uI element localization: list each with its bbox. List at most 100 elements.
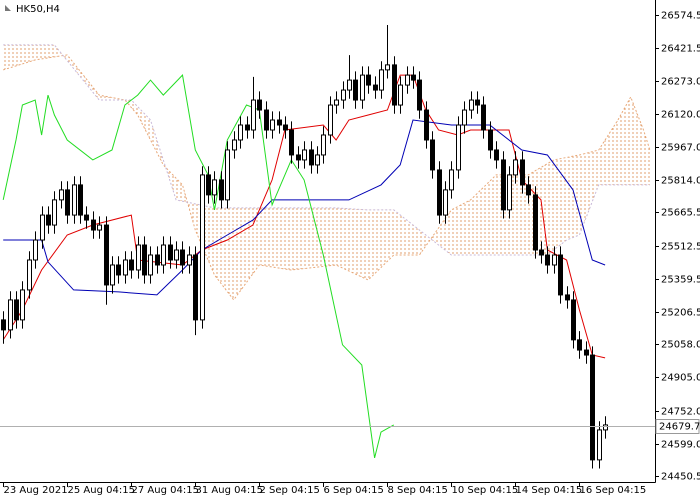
candle-body — [373, 84, 378, 91]
candle-body — [1, 319, 6, 331]
candle-body — [552, 254, 557, 266]
candle-body — [84, 214, 89, 221]
candle-body — [577, 339, 582, 351]
candle-body — [571, 299, 576, 341]
candle-body — [462, 109, 467, 126]
candle-body — [488, 129, 493, 151]
y-tick-label: 25206.5 — [661, 308, 700, 319]
candle-body — [110, 264, 115, 286]
candle-body — [283, 124, 288, 131]
candle-body — [584, 349, 589, 356]
candle-body — [296, 154, 301, 161]
candle-body — [59, 189, 64, 201]
candle-body — [116, 264, 121, 276]
candle-body — [206, 174, 211, 196]
candle-body — [334, 99, 339, 106]
indicator-line — [2, 74, 395, 459]
candle-body — [411, 74, 416, 81]
candle-body — [168, 244, 173, 261]
x-tick-label: 25 Aug 04:15 — [68, 485, 135, 496]
candle-body — [148, 254, 153, 276]
candle-body — [161, 244, 166, 266]
candle-body — [52, 199, 57, 226]
candle-body — [245, 124, 250, 131]
indicator-line — [3, 119, 606, 296]
y-tick-label: 25512.5 — [661, 242, 700, 253]
candle-body — [302, 149, 307, 161]
candle-body — [379, 69, 384, 91]
candle-body — [481, 104, 486, 131]
candle-body — [366, 74, 371, 86]
y-tick-label: 25967.0 — [661, 143, 700, 154]
candle-body — [321, 134, 326, 156]
x-tick-label: 16 Sep 04:15 — [580, 485, 647, 496]
candle-body — [565, 294, 570, 301]
candle-body — [347, 79, 352, 91]
candle-body — [257, 99, 262, 111]
cloud-fill — [3, 44, 650, 300]
symbol-label: HK50,H4 — [16, 4, 60, 15]
candle-body — [225, 149, 230, 201]
candle-body — [341, 89, 346, 101]
candle-body — [501, 159, 506, 211]
candle-body — [360, 74, 365, 101]
candle-body — [264, 109, 269, 131]
candle-body — [545, 254, 550, 266]
x-tick-label: 14 Sep 04:15 — [516, 485, 583, 496]
candle-body — [251, 99, 256, 131]
x-tick-label: 2 Sep 04:15 — [260, 485, 320, 496]
candle-body — [590, 354, 595, 461]
y-tick-label: 25058.0 — [661, 340, 700, 351]
candle-body — [8, 299, 13, 331]
y-tick-label: 25665.5 — [661, 208, 700, 219]
symbol-icon — [5, 5, 11, 11]
y-tick-label: 26574.5 — [661, 11, 700, 22]
y-tick-label: 26421.5 — [661, 44, 700, 55]
candle-body — [309, 149, 314, 166]
candle-body — [539, 249, 544, 256]
candle-body — [405, 74, 410, 86]
candle-body — [104, 224, 109, 286]
y-tick-label: 26273.0 — [661, 77, 700, 88]
plot-area — [1, 24, 651, 469]
candle-body — [289, 129, 294, 156]
candle-body — [526, 184, 531, 196]
candle-body — [475, 99, 480, 106]
candle-body — [180, 249, 185, 266]
candle-body — [78, 184, 83, 216]
candle-body — [200, 174, 205, 321]
candle-body — [424, 109, 429, 141]
candle-body — [328, 104, 333, 136]
indicator-line — [3, 54, 651, 301]
y-tick-label: 24599.0 — [661, 440, 700, 451]
y-tick-label: 24752.0 — [661, 407, 700, 418]
x-tick-label: 6 Sep 04:15 — [324, 485, 384, 496]
candle-body — [270, 119, 275, 131]
x-tick-label: 31 Aug 04:15 — [196, 485, 263, 496]
y-tick-label: 25359.5 — [661, 275, 700, 286]
candle-body — [123, 259, 128, 276]
candle-body — [129, 259, 134, 271]
candle-body — [494, 149, 499, 161]
candle-body — [520, 159, 525, 186]
candle-body — [155, 254, 160, 266]
candle-body — [187, 254, 192, 266]
candle-body — [353, 79, 358, 101]
candle-body — [20, 289, 25, 321]
candle-body — [392, 64, 397, 106]
candle-body — [232, 139, 237, 151]
candle-body — [558, 254, 563, 296]
candle-body — [14, 299, 19, 321]
candle-body — [174, 249, 179, 261]
candle-body — [443, 189, 448, 216]
y-tick-label: 24450.5 — [661, 472, 700, 483]
candle-body — [97, 224, 102, 231]
candle-body — [417, 79, 422, 111]
candle-body — [385, 64, 390, 71]
candle-body — [469, 99, 474, 111]
candle-body — [533, 194, 538, 251]
candle-body — [65, 189, 70, 216]
candle-body — [507, 174, 512, 211]
